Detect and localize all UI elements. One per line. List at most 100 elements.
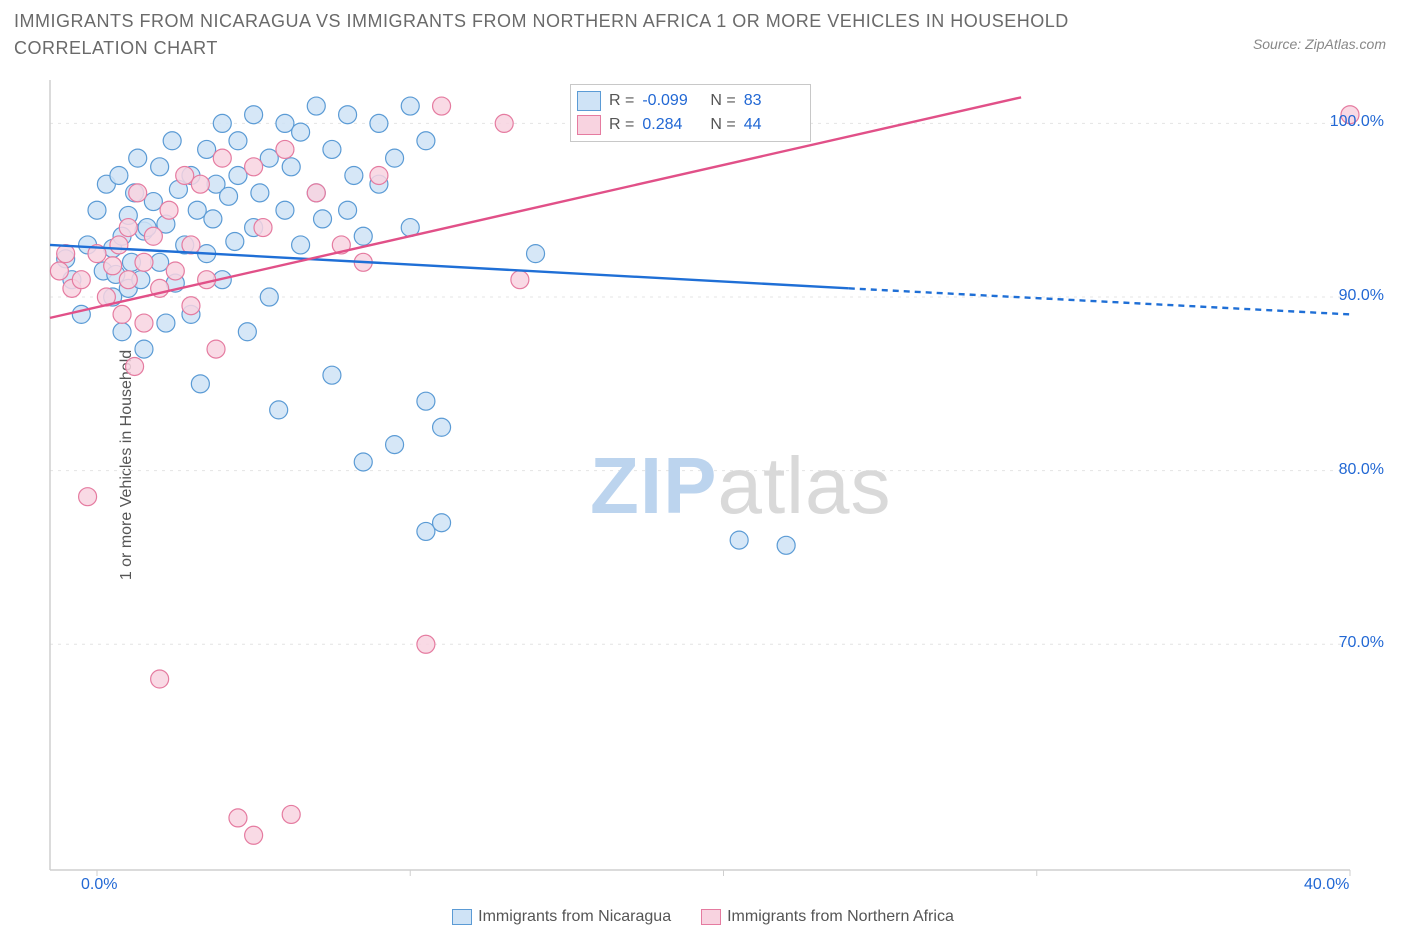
data-point: [104, 257, 122, 275]
stat-r-label: R =: [609, 116, 634, 134]
stats-legend-row: R = -0.099 N = 83: [577, 89, 804, 113]
data-point: [135, 253, 153, 271]
data-point: [220, 187, 238, 205]
data-point: [79, 488, 97, 506]
stats-legend-row: R = 0.284 N = 44: [577, 113, 804, 137]
data-point: [345, 166, 363, 184]
data-point: [354, 453, 372, 471]
data-point: [229, 166, 247, 184]
data-point: [370, 166, 388, 184]
y-tick-label: 100.0%: [1330, 113, 1384, 131]
legend-swatch: [577, 91, 601, 111]
data-point: [113, 305, 131, 323]
legend-swatch: [701, 909, 721, 925]
data-point: [323, 140, 341, 158]
data-point: [182, 297, 200, 315]
legend-label: Immigrants from Nicaragua: [478, 908, 671, 926]
data-point: [119, 271, 137, 289]
data-point: [433, 418, 451, 436]
stat-n-label: N =: [710, 92, 735, 110]
data-point: [433, 514, 451, 532]
data-point: [339, 201, 357, 219]
data-point: [72, 271, 90, 289]
data-point: [417, 635, 435, 653]
data-point: [151, 670, 169, 688]
data-point: [226, 232, 244, 250]
data-point: [339, 106, 357, 124]
data-point: [314, 210, 332, 228]
source-attribution: Source: ZipAtlas.com: [1253, 36, 1386, 52]
scatter-plot: [50, 80, 1350, 870]
legend-label: Immigrants from Northern Africa: [727, 908, 954, 926]
data-point: [188, 201, 206, 219]
data-point: [401, 97, 419, 115]
x-tick-label: 40.0%: [1304, 876, 1349, 894]
data-point: [417, 392, 435, 410]
regression-line-extrapolated: [849, 288, 1350, 314]
data-point: [229, 132, 247, 150]
data-point: [282, 158, 300, 176]
data-point: [126, 357, 144, 375]
stat-n-value: 44: [744, 116, 804, 134]
data-point: [433, 97, 451, 115]
y-tick-label: 90.0%: [1339, 287, 1384, 305]
data-point: [307, 184, 325, 202]
stats-legend-box: R = -0.099 N = 83 R = 0.284 N = 44: [570, 84, 811, 142]
data-point: [730, 531, 748, 549]
data-point: [254, 219, 272, 237]
data-point: [354, 227, 372, 245]
data-point: [88, 201, 106, 219]
data-point: [276, 114, 294, 132]
data-point: [191, 375, 209, 393]
data-point: [260, 149, 278, 167]
stat-n-label: N =: [710, 116, 735, 134]
data-point: [417, 522, 435, 540]
data-point: [166, 262, 184, 280]
x-tick-label: 0.0%: [81, 876, 117, 894]
data-point: [270, 401, 288, 419]
stat-r-label: R =: [609, 92, 634, 110]
chart-area: ZIPatlas R =-0.099N =83R =0.284N =44 70.…: [50, 80, 1380, 890]
stat-n-value: 83: [744, 92, 804, 110]
data-point: [207, 340, 225, 358]
data-point: [527, 245, 545, 263]
data-point: [245, 106, 263, 124]
y-tick-label: 80.0%: [1339, 461, 1384, 479]
data-point: [307, 97, 325, 115]
data-point: [251, 184, 269, 202]
legend-swatch: [452, 909, 472, 925]
data-point: [245, 158, 263, 176]
data-point: [495, 114, 513, 132]
data-point: [777, 536, 795, 554]
data-point: [163, 132, 181, 150]
data-point: [160, 201, 178, 219]
chart-title: IMMIGRANTS FROM NICARAGUA VS IMMIGRANTS …: [14, 8, 1206, 62]
data-point: [129, 184, 147, 202]
data-point: [157, 314, 175, 332]
data-point: [323, 366, 341, 384]
data-point: [245, 826, 263, 844]
data-point: [151, 158, 169, 176]
data-point: [144, 193, 162, 211]
data-point: [198, 140, 216, 158]
stat-r-value: -0.099: [642, 92, 702, 110]
data-point: [238, 323, 256, 341]
data-point: [129, 149, 147, 167]
data-point: [110, 236, 128, 254]
data-point: [119, 219, 137, 237]
stat-r-value: 0.284: [642, 116, 702, 134]
data-point: [135, 314, 153, 332]
data-point: [386, 149, 404, 167]
data-point: [282, 805, 300, 823]
chart-container: IMMIGRANTS FROM NICARAGUA VS IMMIGRANTS …: [0, 0, 1406, 930]
data-point: [213, 114, 231, 132]
legend-swatch: [577, 115, 601, 135]
data-point: [176, 166, 194, 184]
data-point: [276, 201, 294, 219]
data-point: [276, 140, 294, 158]
data-point: [213, 149, 231, 167]
data-point: [135, 340, 153, 358]
data-point: [260, 288, 278, 306]
data-point: [229, 809, 247, 827]
data-point: [511, 271, 529, 289]
